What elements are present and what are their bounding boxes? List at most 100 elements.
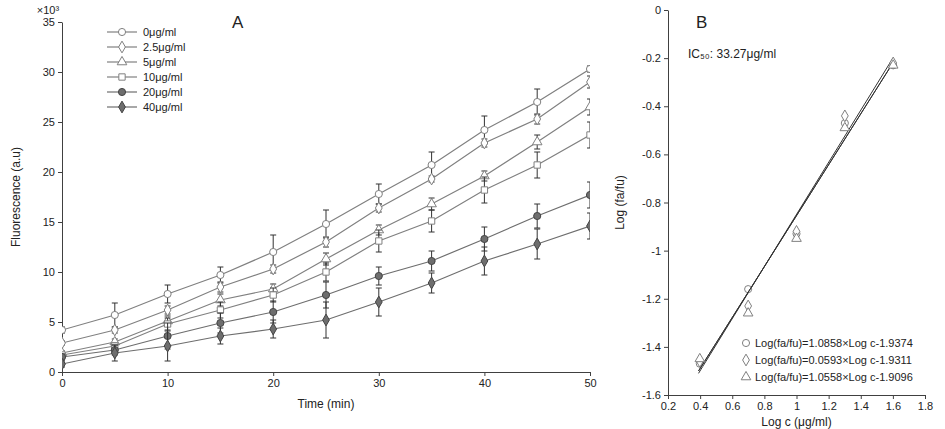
marker [322, 220, 329, 227]
marker [888, 60, 898, 68]
marker [111, 311, 118, 318]
tick: 0 [59, 372, 65, 389]
axis-unit: ×10³ [37, 4, 60, 16]
tick-mark [62, 372, 63, 376]
marker [375, 190, 382, 197]
error-bar-cap [534, 259, 540, 260]
tick-label: 0.6 [725, 400, 740, 412]
marker [111, 324, 118, 336]
tick-mark [664, 251, 668, 252]
error-bar [217, 328, 223, 344]
error-bar [429, 210, 435, 232]
error-bar-cap [429, 152, 435, 153]
tick: 0 [655, 4, 668, 16]
tick: 10 [162, 372, 174, 389]
error-bar-cap [534, 229, 540, 230]
tick-mark [664, 106, 668, 107]
tick-label: 5 [49, 316, 55, 328]
legend-label: 10μg/ml [143, 71, 182, 83]
error-bar-cap [112, 345, 118, 346]
error-bar-cap [112, 361, 118, 362]
tick: -1.4 [642, 341, 668, 353]
error-bar [534, 204, 540, 228]
error-bar [376, 184, 382, 204]
error-bar [534, 152, 540, 178]
tick-mark [664, 347, 668, 348]
tick-label: 0.4 [693, 400, 708, 412]
tick-mark [484, 372, 485, 376]
error-bar-cap [217, 302, 223, 303]
tick-mark [664, 203, 668, 204]
y-axis-title: Log (fa/fu) [613, 175, 627, 230]
x-axis-title: Time (min) [298, 397, 355, 411]
error-bar-cap [587, 208, 590, 209]
error-bar [270, 301, 276, 323]
marker [587, 132, 590, 138]
marker [375, 296, 382, 308]
tick: 1.8 [918, 395, 933, 412]
tick-label: 20 [268, 377, 280, 389]
series [62, 182, 590, 361]
marker [376, 238, 382, 244]
error-bar-cap [587, 182, 590, 183]
error-bar [587, 66, 590, 72]
tick-mark [925, 395, 926, 399]
error-bar-cap [323, 338, 329, 339]
marker [743, 308, 753, 316]
tick-mark [58, 222, 62, 223]
tick-label: 10 [43, 266, 55, 278]
tick-label: 1 [794, 400, 800, 412]
fit-line [699, 63, 893, 371]
error-bar-cap [534, 149, 540, 150]
marker [217, 307, 223, 313]
marker [164, 290, 171, 297]
error-bar-cap [587, 239, 590, 240]
tick-mark [861, 395, 862, 399]
marker [375, 202, 382, 214]
tick: 0 [49, 366, 62, 378]
tick-label: 25 [43, 116, 55, 128]
tick-mark [664, 395, 668, 396]
error-bar-cap [429, 271, 435, 272]
legend-entry: Log(fa/fu)=1.0558×Log c-1.9096 [741, 371, 913, 383]
tick-mark [590, 372, 591, 376]
marker [62, 326, 66, 333]
error-bar-cap [165, 331, 171, 332]
marker [534, 238, 541, 250]
marker [534, 113, 541, 125]
tick: 1 [794, 395, 800, 412]
tick-label: 1.4 [854, 400, 869, 412]
y-axis-title: Fluorescence (a.u) [9, 147, 23, 247]
tick: 0.6 [725, 395, 740, 412]
error-bar-cap [376, 252, 382, 253]
error-bar-cap [323, 281, 329, 282]
series-line [62, 135, 590, 355]
tick-label: 10 [162, 377, 174, 389]
series-line [62, 69, 590, 330]
legend-label: 0μg/ml [143, 26, 176, 38]
legend-label: 2.5μg/ml [143, 41, 185, 53]
marker [428, 161, 435, 168]
marker [587, 220, 590, 232]
marker [534, 162, 540, 168]
marker [270, 308, 277, 315]
error-bar-cap [165, 323, 171, 324]
error-bar [270, 320, 276, 338]
x-axis-title: Log c (μg/ml) [761, 415, 831, 429]
legend-marker [743, 354, 750, 366]
marker [481, 235, 488, 242]
tick-mark [58, 172, 62, 173]
error-bar [323, 302, 329, 338]
error-bar-cap [481, 177, 487, 178]
plot-area [695, 57, 898, 373]
legend-marker [118, 28, 125, 35]
error-bar [587, 213, 590, 239]
error-bar [217, 282, 223, 292]
marker [428, 218, 434, 224]
error-bar [323, 237, 329, 247]
error-bar [534, 229, 540, 259]
error-bar-cap [534, 89, 540, 90]
error-bar [376, 230, 382, 252]
marker [217, 271, 224, 278]
legend-marker [741, 371, 751, 379]
